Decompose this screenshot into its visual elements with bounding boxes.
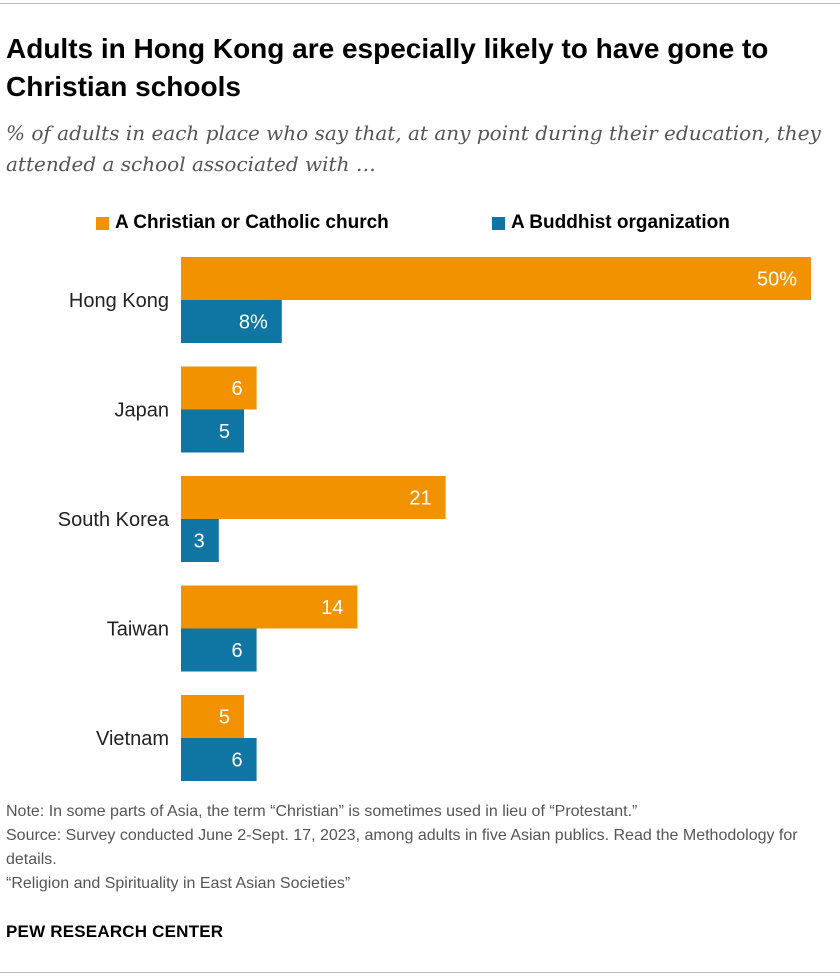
footer-note: Note: In some parts of Asia, the term “C… xyxy=(6,803,638,820)
category-label-south-korea: South Korea xyxy=(58,509,170,531)
legend-swatch-buddhist xyxy=(492,216,505,230)
data-label-christian-hong-kong: 50% xyxy=(757,269,797,291)
data-label-buddhist-taiwan: 6 xyxy=(231,640,242,662)
legend-label-buddhist: A Buddhist organization xyxy=(511,212,730,233)
legend-swatch-christian xyxy=(96,216,109,230)
data-label-buddhist-vietnam: 6 xyxy=(231,750,242,772)
bar-christian-south-korea xyxy=(181,476,446,519)
data-label-buddhist-south-korea: 3 xyxy=(194,531,205,553)
bar-buddhist-japan xyxy=(181,409,244,453)
legend: A Christian or Catholic church A Buddhis… xyxy=(0,212,840,242)
footer-notes: Note: In some parts of Asia, the term “C… xyxy=(6,800,836,896)
data-label-christian-vietnam: 5 xyxy=(219,707,230,729)
data-label-buddhist-japan: 5 xyxy=(219,421,230,443)
data-label-christian-south-korea: 21 xyxy=(409,488,431,510)
bar-christian-vietnam xyxy=(181,695,244,738)
bar-buddhist-taiwan xyxy=(181,628,257,672)
footer-source: Source: Survey conducted June 2-Sept. 17… xyxy=(6,827,798,868)
data-label-christian-japan: 6 xyxy=(231,378,242,400)
legend-label-christian: A Christian or Catholic church xyxy=(115,212,389,233)
bar-christian-japan xyxy=(181,366,257,410)
category-label-hong-kong: Hong Kong xyxy=(69,290,169,312)
top-rule xyxy=(0,3,840,4)
data-label-buddhist-hong-kong: 8% xyxy=(239,312,268,334)
brand-label: PEW RESEARCH CENTER xyxy=(6,922,224,941)
chart-title: Adults in Hong Kong are especially likel… xyxy=(6,33,769,102)
category-label-japan: Japan xyxy=(115,400,170,422)
legend-item-christian: A Christian or Catholic church xyxy=(96,212,389,234)
category-label-taiwan: Taiwan xyxy=(107,619,169,641)
bar-buddhist-hong-kong xyxy=(181,300,282,343)
data-label-christian-taiwan: 14 xyxy=(321,597,343,619)
bar-buddhist-south-korea xyxy=(181,519,219,562)
bar-christian-hong-kong xyxy=(181,257,811,300)
footer-report-title: “Religion and Spirituality in East Asian… xyxy=(6,875,351,892)
bar-buddhist-vietnam xyxy=(181,738,257,781)
bar-christian-taiwan xyxy=(181,585,358,629)
legend-item-buddhist: A Buddhist organization xyxy=(492,212,730,234)
category-label-vietnam: Vietnam xyxy=(96,728,169,750)
chart-subtitle: % of adults in each place who say that, … xyxy=(6,121,821,176)
bottom-rule xyxy=(0,972,840,973)
